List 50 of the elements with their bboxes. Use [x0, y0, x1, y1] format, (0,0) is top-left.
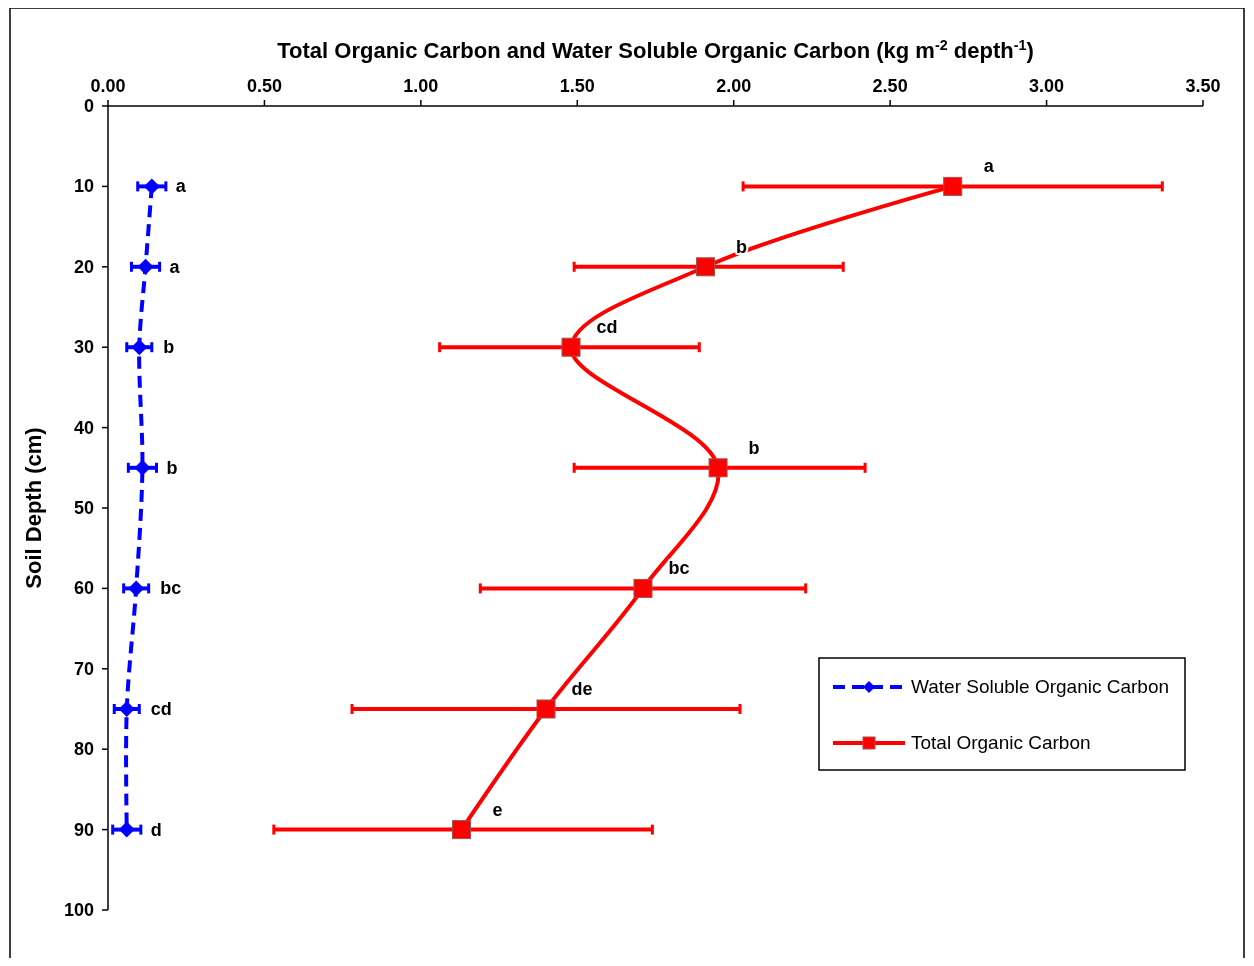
- annotation: b: [163, 337, 175, 358]
- y-tick-label: 80: [73, 739, 94, 760]
- point: [708, 458, 728, 478]
- x-tick-label: 3.50: [1185, 76, 1221, 96]
- annotation: a: [169, 256, 181, 277]
- point: [134, 459, 151, 476]
- point: [118, 821, 135, 838]
- annotation: de: [571, 679, 593, 699]
- x-tick-label: 0.00: [90, 76, 126, 96]
- annotation: bc: [668, 558, 690, 579]
- x-tick-label: 2.00: [716, 76, 752, 96]
- y-tick-label: 60: [73, 578, 94, 599]
- point: [536, 699, 556, 719]
- y-tick-label: 90: [73, 819, 94, 840]
- y-tick-label: 30: [73, 337, 94, 358]
- y-tick-label: 50: [73, 498, 94, 518]
- point: [452, 820, 472, 840]
- legend-label: Water Soluble Organic Carbon: [911, 676, 1170, 697]
- annotation: a: [175, 176, 187, 197]
- x-tick-label: 2.50: [872, 76, 908, 96]
- point: [131, 339, 148, 356]
- point: [143, 178, 160, 195]
- y-tick-label: 100: [63, 900, 94, 920]
- x-tick-label: 1.50: [559, 76, 595, 96]
- point: [696, 257, 716, 277]
- x-tick-label: 0.50: [246, 76, 282, 96]
- point: [118, 701, 135, 717]
- legend-label: Total Organic Carbon: [911, 732, 1091, 753]
- y-tick-label: 40: [73, 417, 94, 438]
- point: [128, 580, 145, 597]
- annotation: b: [748, 437, 760, 458]
- annotation: b: [166, 457, 178, 478]
- x-axis-title: Total Organic Carbon and Water Soluble Organic Carbon (kg m$^{-2}$ depth$^{-1}$): [277, 37, 1034, 63]
- y-tick-label: 0: [83, 96, 94, 116]
- point: [137, 258, 154, 275]
- annotation: d: [150, 819, 162, 840]
- annotation: a: [983, 156, 995, 177]
- x-tick-label: 3.00: [1029, 76, 1065, 96]
- point: [943, 176, 963, 196]
- y-axis-title: Soil Depth (cm): [21, 427, 46, 589]
- y-tick-label: 20: [73, 256, 94, 277]
- annotation: e: [492, 799, 503, 820]
- x-tick-label: 1.00: [403, 76, 439, 96]
- y-tick-label: 10: [73, 176, 94, 197]
- point: [561, 337, 581, 357]
- y-tick-label: 70: [73, 658, 94, 679]
- annotation: cd: [596, 317, 618, 338]
- annotation: bc: [160, 578, 182, 599]
- point: [633, 578, 653, 598]
- annotation: cd: [150, 699, 172, 719]
